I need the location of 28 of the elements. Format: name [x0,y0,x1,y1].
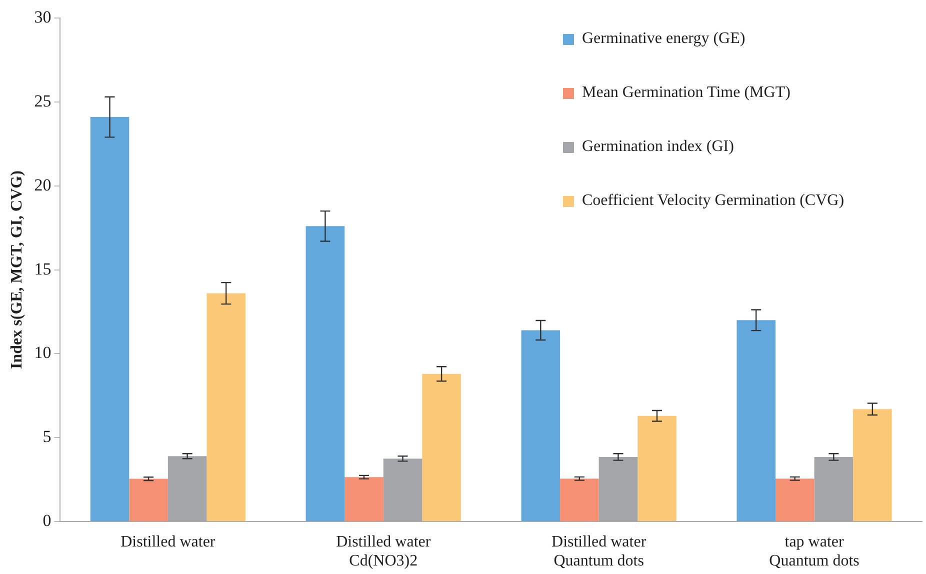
bar [206,293,246,522]
bar [90,117,130,522]
bar [638,416,676,522]
bar [853,409,892,522]
bar [560,478,599,522]
bar [736,320,776,522]
bar [129,478,168,522]
y-tick-label: 15 [34,259,52,278]
y-tick-label: 5 [42,427,52,446]
x-tick-label: tap water Quantum dots [769,533,860,570]
y-tick-label: 20 [34,175,52,194]
x-tick-label: Distilled water [120,533,216,550]
legend-label: Coefficient Velocity Germination (CVG) [582,192,844,210]
y-tick-label: 0 [42,511,52,530]
legend-label: Germinative energy (GE) [582,30,746,48]
y-axis-title: Index s(GE, MGT, GI, CVG) [8,170,26,369]
bar [306,226,345,522]
bar [521,330,560,522]
x-tick-label: Distilled water Cd(NO3)2 [336,533,432,570]
bar [422,374,461,522]
legend-label: Germination index (GI) [582,138,734,156]
y-tick-label: 30 [34,7,52,26]
bar [775,478,814,522]
y-tick-label: 10 [34,343,52,362]
legend-label: Mean Germination Time (MGT) [582,84,790,102]
y-tick-label: 25 [34,91,52,110]
x-tick-label: Distilled water Quantum dots [552,533,647,570]
bar [344,477,384,522]
